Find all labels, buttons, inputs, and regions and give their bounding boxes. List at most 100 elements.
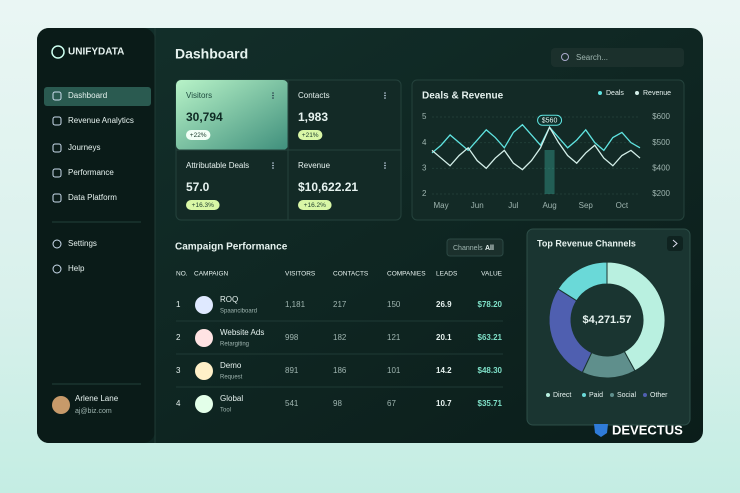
legend-label: Paid [589,392,603,399]
kpi-value: 1,983 [298,110,328,124]
campaign-icon [195,395,213,413]
table-title: Campaign Performance [175,242,288,253]
legend-dot [610,393,614,397]
annotation: $560 [542,118,558,125]
cell: 121 [387,333,401,342]
cell: 1,181 [285,300,306,309]
nav-item[interactable]: Dashboard [68,91,107,100]
row-no: 4 [176,399,181,408]
nav-item[interactable]: Data Platform [68,193,117,202]
x-tick-label: Jul [508,201,518,210]
sidebar [37,28,155,443]
campaign-name: Global [220,394,243,403]
chevron [672,239,678,248]
cell: 217 [333,300,347,309]
kpi-label: Contacts [298,91,330,100]
nav-icon [52,116,62,126]
cell: 20.1 [436,333,452,342]
cell: 26.9 [436,300,452,309]
legend-label: Deals [606,90,624,97]
kpi-label: Revenue [298,161,331,170]
kpi-change: +22% [190,132,207,139]
cell: 101 [387,366,401,375]
filter-button[interactable] [446,238,504,257]
cell: 150 [387,300,401,309]
filter-value: All [485,245,494,252]
legend-label: Revenue [643,90,671,97]
kpi-menu-dot [272,92,274,94]
campaign-sub: Spaanciboard [220,309,257,315]
nav-icon [52,168,62,178]
cell: 182 [333,333,347,342]
nav-item[interactable]: Journeys [68,143,100,152]
donut-segment [606,261,666,372]
campaign-icon [195,329,213,347]
annotation-pill [537,114,563,126]
filter-label: Channels [453,245,483,252]
kpi-label: Visitors [186,91,212,100]
kpi-value: 57.0 [186,180,210,194]
line-revenue [431,125,641,171]
donut-total: $4,271.57 [583,314,632,326]
cell-value: $63.21 [478,333,503,342]
user-name: Arlene Lane [75,394,119,403]
cell: 98 [333,399,342,408]
logo-icon [51,45,65,59]
legend-dot [582,393,586,397]
search-box[interactable] [551,48,684,67]
kpi-menu-dot [384,167,386,169]
column-header: COMPANIES [387,271,426,278]
row-no: 2 [176,333,181,342]
legend-label: Other [650,392,668,399]
kpi-change: +16.3% [192,202,214,209]
kpi-menu-dot [384,162,386,164]
column-header: VALUE [481,271,502,278]
nav-item[interactable]: Help [68,264,85,273]
campaign-sub: Retargiting [220,342,249,348]
x-tick-label: May [433,201,448,210]
search-placeholder: Search... [576,53,608,62]
nav-icon [52,193,62,203]
column-header: CONTACTS [333,271,369,278]
y-tick-label: 4 [422,138,427,147]
x-tick-label: Aug [542,201,556,210]
user-email: aj@biz.com [75,408,112,415]
legend-dot [635,91,639,95]
kpi-change-pill [186,130,211,140]
watermark-icon [594,424,608,437]
cell: 998 [285,333,299,342]
campaign-sub: Request [220,375,243,381]
nav-icon [52,239,62,249]
nav-item[interactable]: Performance [68,168,114,177]
kpi-menu-dot [272,167,274,169]
kpi-menu-dot [384,92,386,94]
kpi-change-pill [298,200,332,210]
avatar [52,396,70,414]
kpi-value: $10,622.21 [298,180,358,194]
column-header: NO. [176,271,188,278]
chart-panel [411,79,685,221]
cell-value: $35.71 [478,399,503,408]
nav-item[interactable]: Settings [68,239,97,248]
kpi-menu-dot [384,164,386,167]
y2-tick-label: $400 [652,163,670,172]
column-header: VISITORS [285,271,316,278]
cell-value: $48.30 [478,366,503,375]
page-title: Dashboard [175,46,248,62]
kpi-change: +21% [302,132,319,139]
campaign-icon [195,362,213,380]
channels-button[interactable] [667,236,683,251]
kpi-change: +16.2% [304,202,326,209]
nav-item[interactable]: Revenue Analytics [68,116,134,125]
campaign-sub: Tool [220,408,231,414]
kpi-menu-dot [272,162,274,164]
cell: 891 [285,366,299,375]
kpi-menu-dot [272,97,274,99]
y2-tick-label: $600 [652,112,670,121]
search-icon [561,53,569,61]
x-tick-label: Sep [579,201,594,210]
highlight-bar [544,150,555,194]
legend-dot [643,393,647,397]
kpi-menu-dot [272,164,274,167]
y2-tick-label: $500 [652,138,670,147]
